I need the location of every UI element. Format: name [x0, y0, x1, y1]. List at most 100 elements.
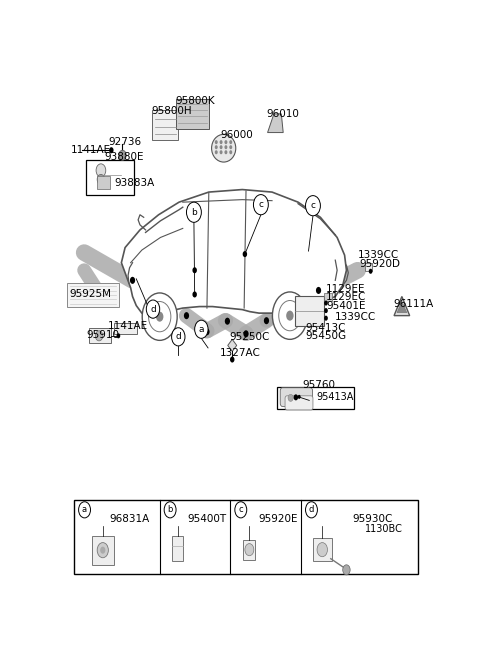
Text: a: a [82, 505, 87, 514]
Circle shape [324, 308, 328, 313]
Circle shape [219, 140, 223, 144]
Text: d: d [150, 305, 156, 314]
Text: 95925M: 95925M [69, 290, 111, 299]
Circle shape [294, 394, 298, 400]
Text: 92736: 92736 [108, 137, 142, 147]
Circle shape [298, 395, 300, 399]
Circle shape [229, 140, 232, 144]
Text: 95910: 95910 [87, 330, 120, 341]
Circle shape [79, 502, 91, 518]
FancyBboxPatch shape [280, 388, 312, 406]
Bar [92, 536, 114, 565]
Circle shape [100, 547, 106, 553]
Bar [243, 540, 255, 560]
Bar [276, 387, 354, 409]
Text: 95450G: 95450G [305, 331, 347, 341]
Circle shape [117, 333, 120, 339]
Text: 96010: 96010 [266, 109, 300, 119]
Text: b: b [191, 208, 197, 217]
Circle shape [286, 310, 294, 321]
Text: 1129EC: 1129EC [326, 293, 366, 303]
Circle shape [96, 331, 103, 341]
Circle shape [343, 565, 350, 575]
Text: 96000: 96000 [220, 130, 252, 140]
Polygon shape [121, 189, 347, 314]
Text: 1141AE: 1141AE [71, 145, 111, 155]
Circle shape [172, 328, 185, 346]
Text: 1339CC: 1339CC [358, 250, 399, 260]
Text: 1141AE: 1141AE [108, 321, 148, 331]
Circle shape [229, 150, 232, 155]
Ellipse shape [212, 134, 236, 162]
Text: 95400T: 95400T [188, 514, 227, 524]
Circle shape [130, 277, 135, 284]
Text: 1129EE: 1129EE [326, 284, 365, 294]
Bar [365, 263, 372, 271]
Circle shape [229, 145, 232, 149]
Bar [172, 536, 183, 561]
Circle shape [146, 300, 160, 318]
Text: 95401E: 95401E [326, 301, 365, 311]
Text: d: d [309, 505, 314, 514]
Bar [86, 160, 134, 195]
Polygon shape [228, 339, 237, 352]
Circle shape [97, 174, 105, 185]
Bar [74, 500, 418, 574]
Circle shape [225, 145, 228, 149]
Bar [176, 99, 209, 129]
Circle shape [273, 292, 307, 339]
Circle shape [306, 196, 321, 215]
Text: 1130BC: 1130BC [365, 524, 403, 534]
Circle shape [215, 150, 218, 155]
Text: 1339CC: 1339CC [335, 312, 376, 322]
Circle shape [245, 544, 254, 555]
Circle shape [317, 542, 327, 557]
Circle shape [230, 356, 234, 363]
Text: 95760: 95760 [302, 381, 336, 390]
Circle shape [204, 328, 210, 335]
Circle shape [316, 287, 321, 294]
Circle shape [324, 301, 328, 305]
Text: 1327AC: 1327AC [220, 348, 261, 358]
Polygon shape [397, 301, 407, 312]
Circle shape [243, 330, 249, 337]
Bar [324, 293, 332, 301]
Circle shape [219, 150, 223, 155]
Text: d: d [175, 332, 181, 341]
Circle shape [119, 150, 126, 160]
Circle shape [192, 291, 197, 297]
Text: 95413C: 95413C [305, 323, 346, 333]
Circle shape [96, 164, 106, 177]
Circle shape [215, 145, 218, 149]
Circle shape [109, 147, 114, 153]
Circle shape [369, 269, 372, 274]
Circle shape [186, 202, 202, 222]
Circle shape [305, 502, 317, 518]
Circle shape [219, 145, 223, 149]
Circle shape [288, 394, 293, 402]
Text: 95800K: 95800K [175, 96, 215, 106]
Text: 96831A: 96831A [109, 514, 150, 524]
Text: 95800H: 95800H [151, 106, 192, 117]
Text: c: c [258, 200, 264, 209]
Circle shape [192, 267, 197, 273]
Bar [152, 110, 178, 140]
Text: 95920E: 95920E [258, 514, 298, 524]
FancyBboxPatch shape [285, 396, 313, 410]
Text: 93883A: 93883A [114, 178, 154, 188]
Polygon shape [267, 114, 283, 132]
Text: 95920D: 95920D [360, 259, 400, 269]
Circle shape [164, 502, 176, 518]
Circle shape [243, 251, 247, 257]
Circle shape [264, 317, 269, 324]
Bar [67, 284, 119, 307]
Bar [89, 328, 111, 343]
Text: 93880E: 93880E [105, 152, 144, 162]
Circle shape [225, 318, 230, 325]
Text: 95930C: 95930C [352, 514, 392, 524]
Circle shape [97, 542, 108, 557]
Text: a: a [199, 325, 204, 334]
Circle shape [156, 312, 163, 322]
Circle shape [225, 140, 228, 144]
Bar [295, 297, 324, 326]
